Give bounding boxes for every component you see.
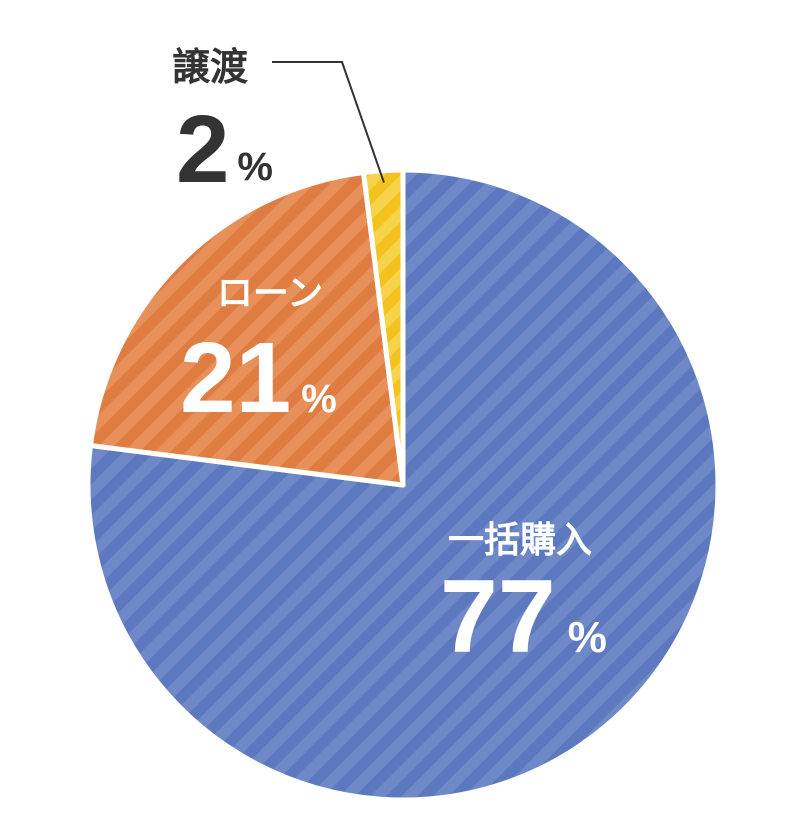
slice-value-1: 21 xyxy=(180,322,291,434)
slice-unit-0: % xyxy=(568,613,607,662)
slice-label-2: 譲渡 xyxy=(172,45,248,89)
slice-leader-line-2 xyxy=(272,61,385,183)
slice-unit-1: % xyxy=(301,377,337,421)
slice-label-0: 一括購入 xyxy=(448,520,592,561)
slice-unit-2: % xyxy=(237,145,273,189)
slice-value-0: 77 xyxy=(440,559,556,675)
pie-slices xyxy=(85,167,721,803)
slice-value-2: 2 xyxy=(176,96,229,203)
pie-slice-2 xyxy=(361,167,406,488)
slice-label-1: ローン xyxy=(217,273,323,314)
pie-slice-1 xyxy=(87,169,406,488)
